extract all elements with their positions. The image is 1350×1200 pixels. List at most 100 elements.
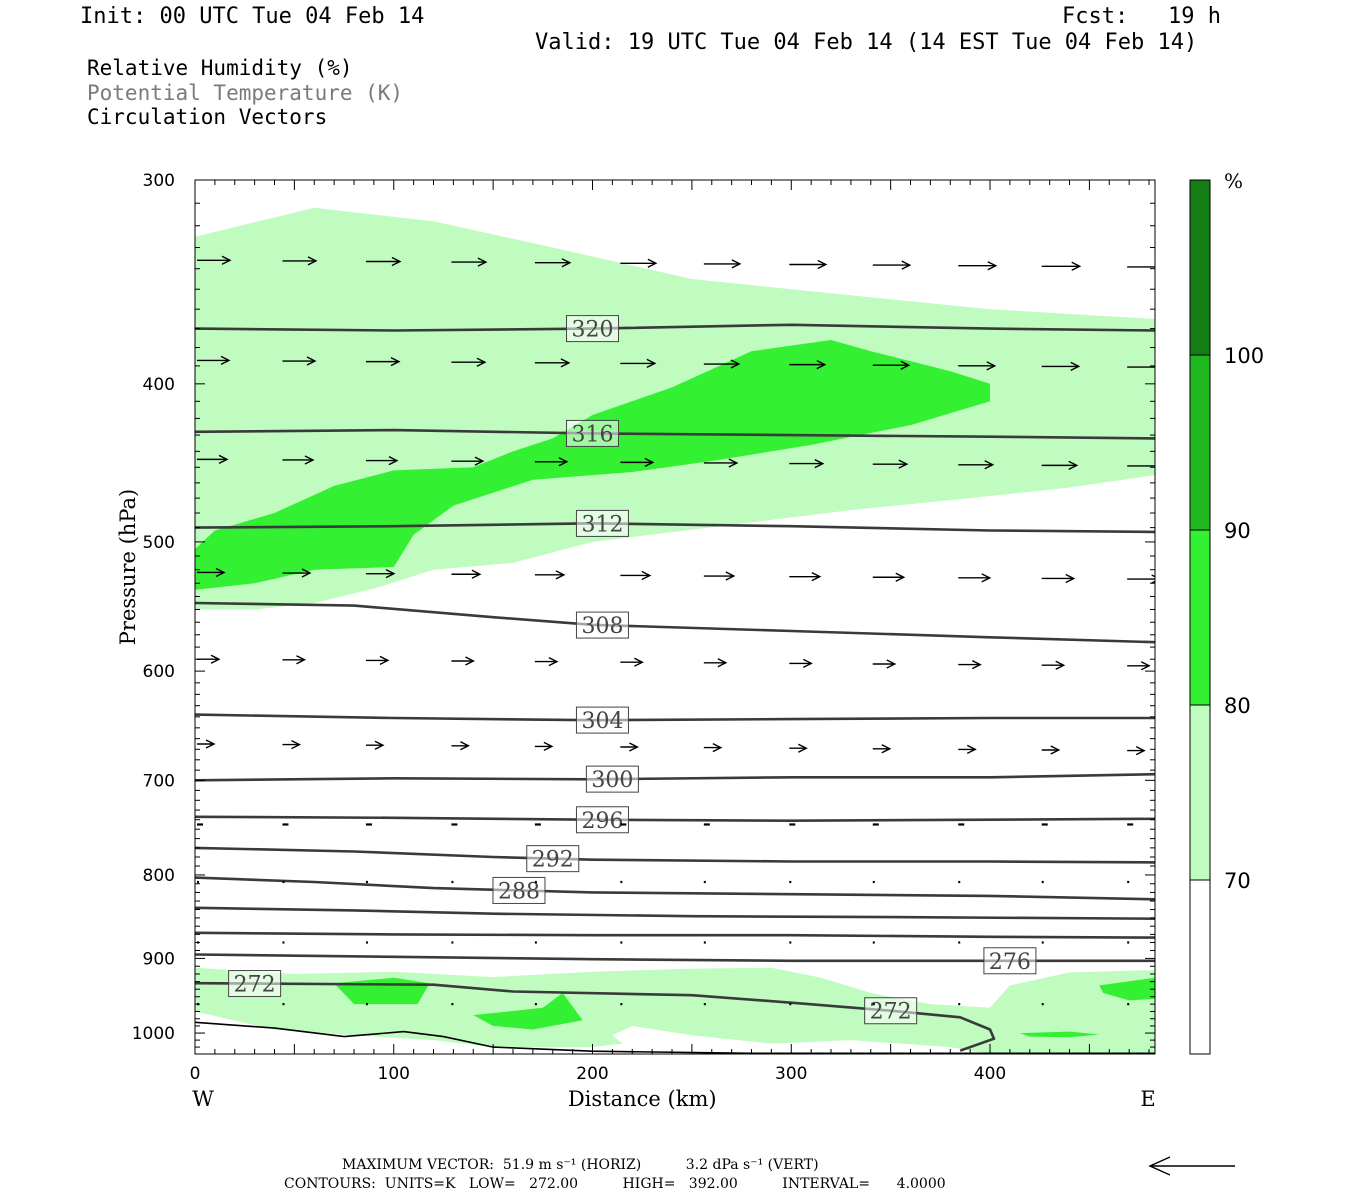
contour-label-box-272-0 <box>228 970 282 998</box>
circulation-vector-2-6-head <box>728 458 739 468</box>
circulation-vector-3-11-head <box>1151 574 1155 584</box>
plot-layer: 320 316 312 308 304 300 296 292 288 276 272 272 <box>195 207 1165 1054</box>
circulation-vector-3-9-head <box>981 573 992 583</box>
circulation-vector-2-1-head <box>304 455 315 465</box>
circulation-vector-2-0-head <box>218 454 229 464</box>
circulation-vector-4-7-head <box>802 658 813 669</box>
theta-contour-292 <box>195 846 1155 864</box>
colorbar-segment-4 <box>1189 879 1211 1055</box>
theta-contour-320 <box>195 323 1155 332</box>
y-axis-label: Pressure (hPa) <box>116 489 140 645</box>
contour-label-288-0: 288 <box>498 879 540 904</box>
reference-vector-arrow-head <box>1148 1156 1171 1176</box>
circulation-vector-2-10-head <box>1068 460 1079 470</box>
circulation-vector-0-8-head <box>901 260 912 270</box>
contour-label-box-320-0 <box>566 315 620 343</box>
contour-label-box-296-0 <box>575 806 629 834</box>
contour-label-box-300-0 <box>585 765 639 793</box>
theta-contour-288 <box>195 876 1155 901</box>
circulation-vector-3-10-head <box>1065 573 1076 584</box>
circulation-vector-0-0-head <box>221 255 232 265</box>
circulation-vector-4-8-head <box>886 659 897 669</box>
circulation-vector-0-6-head <box>731 259 742 269</box>
circulation-vector-3-6-head <box>725 571 736 581</box>
contour-label-320-0: 320 <box>572 318 614 343</box>
theta-contour-308 <box>195 601 1155 644</box>
colorbar-unit: % <box>1224 169 1243 193</box>
legend-relative-humidity: Relative Humidity (%) <box>87 56 353 80</box>
circulation-vector-4-9-head <box>971 659 982 670</box>
circulation-vector-1-0-head <box>220 355 231 366</box>
rh-region-80-4 <box>473 993 583 1030</box>
circulation-vector-5-9-head <box>966 744 977 755</box>
circulation-vector-3-1-head <box>301 568 312 578</box>
x-tick-label-300: 300 <box>775 1064 807 1084</box>
theta-contour-272 <box>195 981 996 1052</box>
colorbar-segment-2 <box>1189 529 1211 706</box>
circulation-vector-4-1-head <box>296 655 307 665</box>
circulation-vector-5-5-head <box>629 742 639 752</box>
circulation-vector-5-0-head <box>205 739 216 749</box>
colorbar-level-90: 90 <box>1224 519 1251 543</box>
circulation-vector-3-4-head <box>555 570 566 580</box>
x-tick-label-0: 0 <box>190 1064 201 1084</box>
circulation-vector-2-9-head <box>984 460 995 470</box>
contour-label-300-0: 300 <box>591 768 633 793</box>
circulation-vector-1-9-head <box>986 361 997 371</box>
circulation-vector-4-10-head <box>1055 660 1066 670</box>
plot-frame <box>194 179 1156 1055</box>
theta-contour-296 <box>195 815 1155 823</box>
circulation-vector-2-4-head <box>558 457 569 467</box>
circulation-vector-2-3-head <box>474 456 485 466</box>
circulation-vector-5-11-head <box>1135 745 1146 756</box>
circulation-vector-3-5-head <box>641 570 652 581</box>
circulation-vector-1-5-head <box>646 358 657 369</box>
circulation-vector-3-2-head <box>385 569 396 579</box>
x-axis-east-label: E <box>1140 1087 1155 1111</box>
contour-label-292-0: 292 <box>532 848 574 873</box>
contour-label-276-0: 276 <box>989 950 1031 975</box>
circulation-vector-5-8-head <box>881 744 892 754</box>
circulation-vector-3-0-head <box>215 567 226 578</box>
circulation-vector-2-8-head <box>898 459 909 469</box>
circulation-vector-5-4-head <box>543 741 554 752</box>
contour-label-272-0: 272 <box>234 973 276 998</box>
contour-label-312-0: 312 <box>581 512 623 537</box>
contour-label-box-304-0 <box>575 706 629 734</box>
rh-region-70-2 <box>195 967 1155 1054</box>
x-tick-label-400: 400 <box>974 1064 1006 1084</box>
circulation-vector-1-8-head <box>900 360 911 370</box>
circulation-vector-1-2-head <box>390 356 401 367</box>
circulation-vector-0-5-head <box>647 258 658 268</box>
theta-contour-316 <box>195 428 1155 440</box>
circulation-vector-1-4-head <box>560 358 571 368</box>
circulation-vector-4-5-head <box>634 657 644 667</box>
x-tick-label-200: 200 <box>576 1064 608 1084</box>
circulation-vector-0-3-head <box>477 257 488 267</box>
valid-time: Valid: 19 UTC Tue 04 Feb 14 (14 EST Tue … <box>535 30 1198 55</box>
circulation-vector-1-1-head <box>306 356 317 366</box>
circulation-vector-1-11-head <box>1157 363 1165 371</box>
circulation-vector-1-10-head <box>1070 361 1081 372</box>
circulation-vector-4-6-head <box>717 658 728 668</box>
rh-region-80-6 <box>1019 1031 1100 1038</box>
circulation-vector-5-7-head <box>797 743 808 753</box>
circulation-vector-4-3-head <box>465 656 475 666</box>
colorbar-level-70: 70 <box>1224 869 1251 893</box>
colorbar-segment-3 <box>1189 704 1211 881</box>
contour-label-272-1: 272 <box>870 1000 912 1025</box>
circulation-vector-5-6-head <box>712 742 723 753</box>
circulation-vector-2-11-head <box>1154 461 1155 471</box>
contour-label-308-0: 308 <box>581 614 623 639</box>
circulation-vector-0-10-head <box>1071 261 1082 271</box>
circulation-vector-0-4-head <box>561 258 572 268</box>
theta-contour-304 <box>195 713 1155 722</box>
circulation-vector-5-1-head <box>291 739 302 750</box>
x-axis-label: Distance (km) <box>568 1087 717 1111</box>
y-tick-label-300: 300 <box>143 171 175 191</box>
circulation-vector-5-2-head <box>374 740 385 750</box>
circulation-vector-4-4-head <box>548 656 559 667</box>
y-tick-label-900: 900 <box>143 949 175 969</box>
contour-label-304-0: 304 <box>581 709 623 734</box>
circulation-vector-0-2-head <box>391 256 402 267</box>
